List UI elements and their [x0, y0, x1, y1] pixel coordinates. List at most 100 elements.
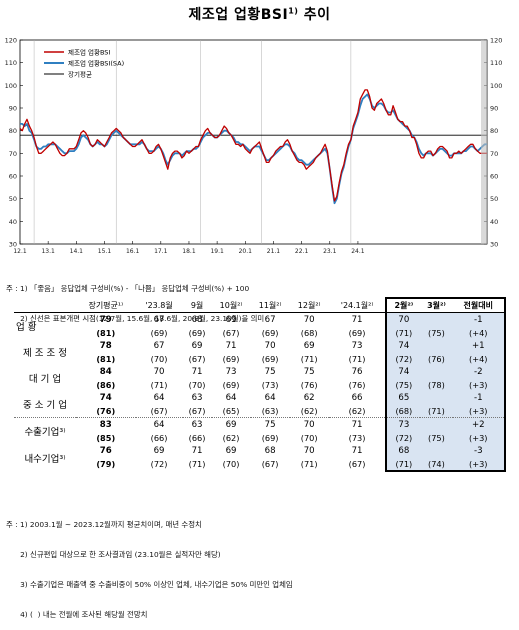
table-cell: (72): [150, 459, 168, 469]
y-tick-label-left: 40: [9, 218, 17, 226]
table-cell: 69: [191, 340, 203, 351]
table-cell: +1: [452, 339, 507, 352]
x-tick-label: 24.1: [351, 248, 365, 255]
forecast-shade: [481, 40, 487, 244]
table-note-1: 주 : 1) 2003.1월 ~ 2023.12월까지 평균치이며, 매년 수정…: [6, 520, 202, 529]
table-row: (79) (72) (71) (70) (67) (71) (67) (71) (74) (+3): [14, 457, 507, 472]
table-cell: (71): [385, 326, 421, 339]
table-cell: (70): [300, 432, 318, 443]
table-cell: -3: [452, 444, 507, 457]
table-cell: (68): [300, 327, 318, 338]
table-cell: (+4): [452, 326, 507, 339]
table-note-3: 3) 수출기업은 매출액 중 수출비중이 50% 이상인 업체, 내수기업은 5…: [6, 580, 293, 589]
table-header-cell: 전월대비: [452, 297, 507, 313]
y-tick-label-left: 50: [9, 195, 17, 203]
table-cell: (67): [188, 353, 206, 364]
table-cell: 65: [385, 391, 421, 404]
table-cell: (+3): [452, 404, 507, 418]
table-row-label: 업 황: [16, 322, 37, 333]
table-cell: 84: [99, 366, 112, 377]
table-row: (76) (67) (67) (65) (63) (62) (62) (68) (71) (+3): [14, 404, 507, 418]
table-cell: 63: [191, 392, 203, 403]
table-note-2: 2) 신규편입 대상으로 한 조사결과임 (23.10월은 실적자만 해당): [6, 550, 221, 559]
table-cell: [420, 444, 453, 457]
table-cell: (78): [420, 378, 453, 391]
table-cell: (67): [261, 459, 279, 469]
x-tick-label: 18.1: [182, 248, 196, 255]
chart-note-1: 주 : 1) 「좋음」 응답업체 구성비(%) - 「나쁨」 응답업체 구성비(…: [6, 284, 250, 293]
table-cell: [420, 312, 453, 326]
table-cell: (70): [150, 353, 168, 364]
table-cell: (+3): [452, 457, 507, 472]
table-cell: (62): [222, 432, 240, 443]
table-cell: 75: [264, 366, 276, 377]
x-tick-label: 13.1: [41, 248, 55, 255]
table-cell: (69): [188, 327, 206, 338]
table-cell: (73): [348, 432, 366, 443]
table-cell: 70: [303, 314, 315, 325]
table-cell: 64: [153, 392, 165, 403]
table-cell: (72): [385, 352, 421, 365]
table-row: (81) (69) (69) (67) (69) (68) (69) (71) (75) (+4): [14, 326, 507, 339]
table-cell: (85): [96, 432, 116, 443]
table-row-label: 중 소 기 업: [22, 400, 68, 411]
table-row: 제 조 조 정 78 67 69 71 70 69 73 74 +1: [14, 339, 507, 359]
table-cell: (71): [188, 459, 206, 469]
table-cell: 75: [303, 366, 315, 377]
table-header-cell: 장기평균¹⁾: [76, 298, 136, 313]
table-cell: (+3): [452, 378, 507, 391]
table-row-label: 내수기업³⁾: [24, 453, 66, 465]
table-cell: (71): [300, 353, 318, 364]
table-row: 수출기업³⁾ 83 64 63 69 75 70 71 73 +2: [14, 417, 507, 444]
y-tick-label-right: 90: [490, 105, 498, 113]
table-cell: (65): [222, 405, 240, 416]
table-cell: (76): [300, 379, 318, 390]
table-notes: 주 : 1) 2003.1월 ~ 2023.12월까지 평균치이며, 매년 수정…: [6, 500, 293, 630]
table-cell: (67): [222, 327, 240, 338]
table-cell: (72): [385, 431, 421, 444]
table-cell: 68: [385, 444, 421, 457]
series-bsi-line: [19, 89, 487, 202]
table-cell: [420, 339, 453, 352]
table-cell: (86): [96, 379, 116, 390]
table-cell: (69): [261, 432, 279, 443]
table-cell: (71): [300, 459, 318, 469]
table-header-cell: 2월²⁾: [385, 297, 421, 313]
table-cell: 69: [211, 417, 251, 431]
table-cell: +2: [452, 417, 507, 431]
x-tick-label: 19.1: [210, 248, 224, 255]
table-cell: (75): [420, 326, 453, 339]
table-cell: (67): [150, 405, 168, 416]
legend-label-bsi-sa: 제조업 업황BSI(SA): [68, 59, 124, 68]
series-bsi-sa-line: [20, 93, 487, 205]
table-cell: 70: [264, 340, 276, 351]
table-cell: 76: [351, 366, 363, 377]
x-tick-label: 16.1: [126, 248, 140, 255]
y-tick-label-right: 80: [490, 127, 498, 135]
y-tick-label-left: 90: [9, 105, 17, 113]
table-header-cell: '24.1월²⁾: [328, 298, 387, 313]
table-cell: 71: [351, 314, 363, 325]
x-tick-label: 14.1: [70, 248, 84, 255]
table-header-cell: 10월²⁾: [211, 298, 251, 313]
table-row: 대 기 업 84 70 71 73 75 75 76 74 -2: [14, 365, 507, 385]
table-cell: 68: [191, 314, 203, 325]
table-cell: (66): [150, 432, 168, 443]
x-tick-label: 12.1: [13, 248, 27, 255]
table-cell: (76): [96, 405, 116, 416]
chart-title: 제조업 업황BSI1) 추이: [0, 4, 519, 24]
table-cell: -2: [452, 365, 507, 378]
table-row-label: 제 조 조 정: [22, 348, 68, 359]
table-row-label: 수출기업³⁾: [14, 417, 76, 444]
y-tick-label-left: 70: [9, 150, 17, 158]
table-row-label: 대 기 업: [28, 374, 62, 385]
table-header-row: 장기평균¹⁾ '23.8월 9월 10월²⁾ 11월²⁾ 12월²⁾ '24.1월²⁾ 2월²…: [14, 297, 507, 313]
table-row: 중 소 기 업 74 64 63 64 64 62 66 65 -1: [14, 391, 507, 411]
table-cell: -1: [452, 312, 507, 326]
table-cell: 70: [153, 366, 165, 377]
table-row: (86) (71) (70) (69) (73) (76) (76) (75) (78) (+3): [14, 378, 507, 391]
bsi-table: 장기평균¹⁾ '23.8월 9월 10월²⁾ 11월²⁾ 12월²⁾ '24.1월²⁾ 2월²…: [14, 297, 507, 472]
table-cell: 63: [182, 417, 212, 431]
table-cell: 70: [289, 417, 329, 431]
y-tick-label-right: 70: [490, 150, 498, 158]
